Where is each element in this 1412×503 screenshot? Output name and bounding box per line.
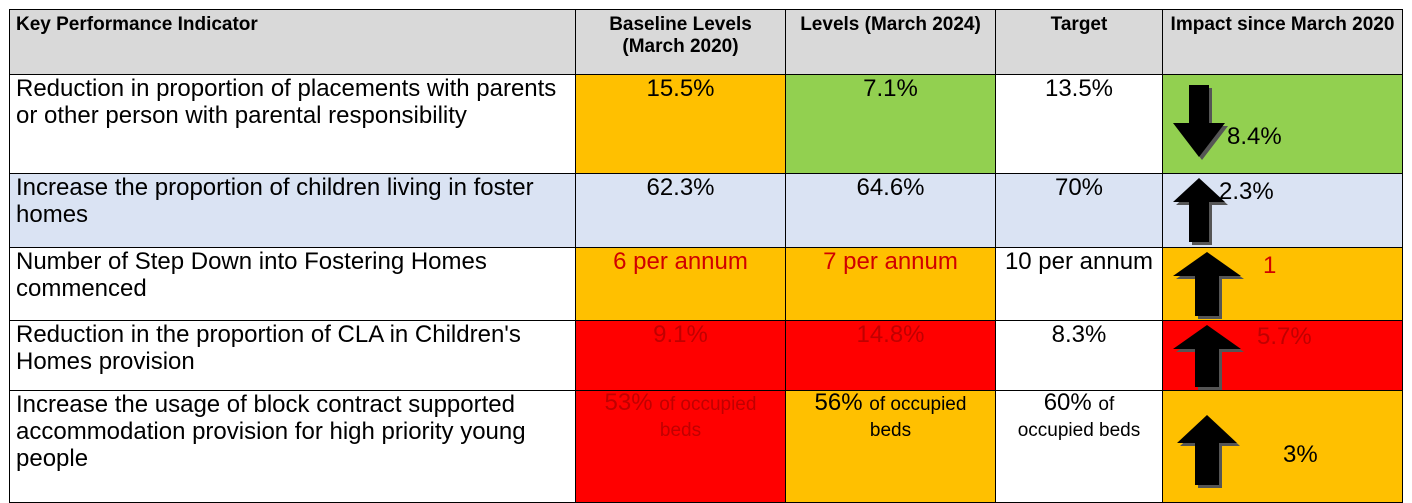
impact: 2.3% [1162,173,1403,248]
row: Reduction in the proportion of CLA in Ch… [9,320,1403,391]
header-cell: Impact since March 2020 [1162,9,1403,75]
unit: of occupied beds [1017,394,1141,441]
row: Number of Step Down into Fostering Homes… [9,247,1403,321]
baseline: 53% of occupied beds [575,389,786,503]
impact-value: 1 [1263,252,1277,279]
impact-value: 5.7% [1257,323,1312,350]
row: Increase the proportion of children livi… [9,173,1403,248]
row: Reduction in proportion of placements wi… [9,74,1403,174]
value: 60% [1043,389,1092,416]
value: 56% [814,389,863,416]
impact-value: 8.4% [1227,123,1282,150]
baseline: 62.3% [575,173,786,248]
header-cell: Baseline Levels (March 2020) [575,9,786,75]
current: 7 per annum [785,247,996,321]
current: 56% of occupied beds [785,389,996,503]
arrow-up [1173,252,1244,319]
target: 13.5% [995,74,1163,174]
current: 64.6% [785,173,996,248]
kpi: Increase the usage of block contract sup… [9,390,576,503]
impact-value: 3% [1283,441,1318,468]
target: 70% [995,173,1163,248]
baseline: 15.5% [575,74,786,174]
arrow-down [1173,85,1228,160]
kpi: Reduction in the proportion of CLA in Ch… [9,320,576,391]
kpi: Number of Step Down into Fostering Homes… [9,247,576,321]
impact-value: 2.3% [1219,178,1274,205]
header-row: Key Performance Indicator Baseline Level… [9,9,1403,75]
arrow-up [1173,178,1228,245]
impact: 8.4% [1162,74,1403,174]
arrow-up [1177,415,1240,488]
unit: of occupied beds [659,394,757,441]
value: 53% [604,389,653,416]
impact: 1 [1162,247,1403,321]
header-cell: Key Performance Indicator [9,9,576,75]
kpi: Increase the proportion of children livi… [9,173,576,248]
current: 7.1% [785,74,996,174]
baseline: 9.1% [575,320,786,391]
header-cell: Target [995,9,1163,75]
current: 14.8% [785,320,996,391]
target: 60% of occupied beds [995,389,1163,503]
target: 8.3% [995,320,1163,391]
kpi: Reduction in proportion of placements wi… [9,74,576,174]
kpi-table: Key Performance Indicator Baseline Level… [9,9,1403,503]
row: Increase the usage of block contract sup… [9,389,1403,503]
unit: of occupied beds [869,394,967,441]
arrow-up [1173,325,1244,390]
impact: 3% [1162,390,1403,503]
header-cell: Levels (March 2024) [785,9,996,75]
impact: 5.7% [1162,320,1403,391]
target: 10 per annum [995,247,1163,321]
baseline: 6 per annum [575,247,786,321]
